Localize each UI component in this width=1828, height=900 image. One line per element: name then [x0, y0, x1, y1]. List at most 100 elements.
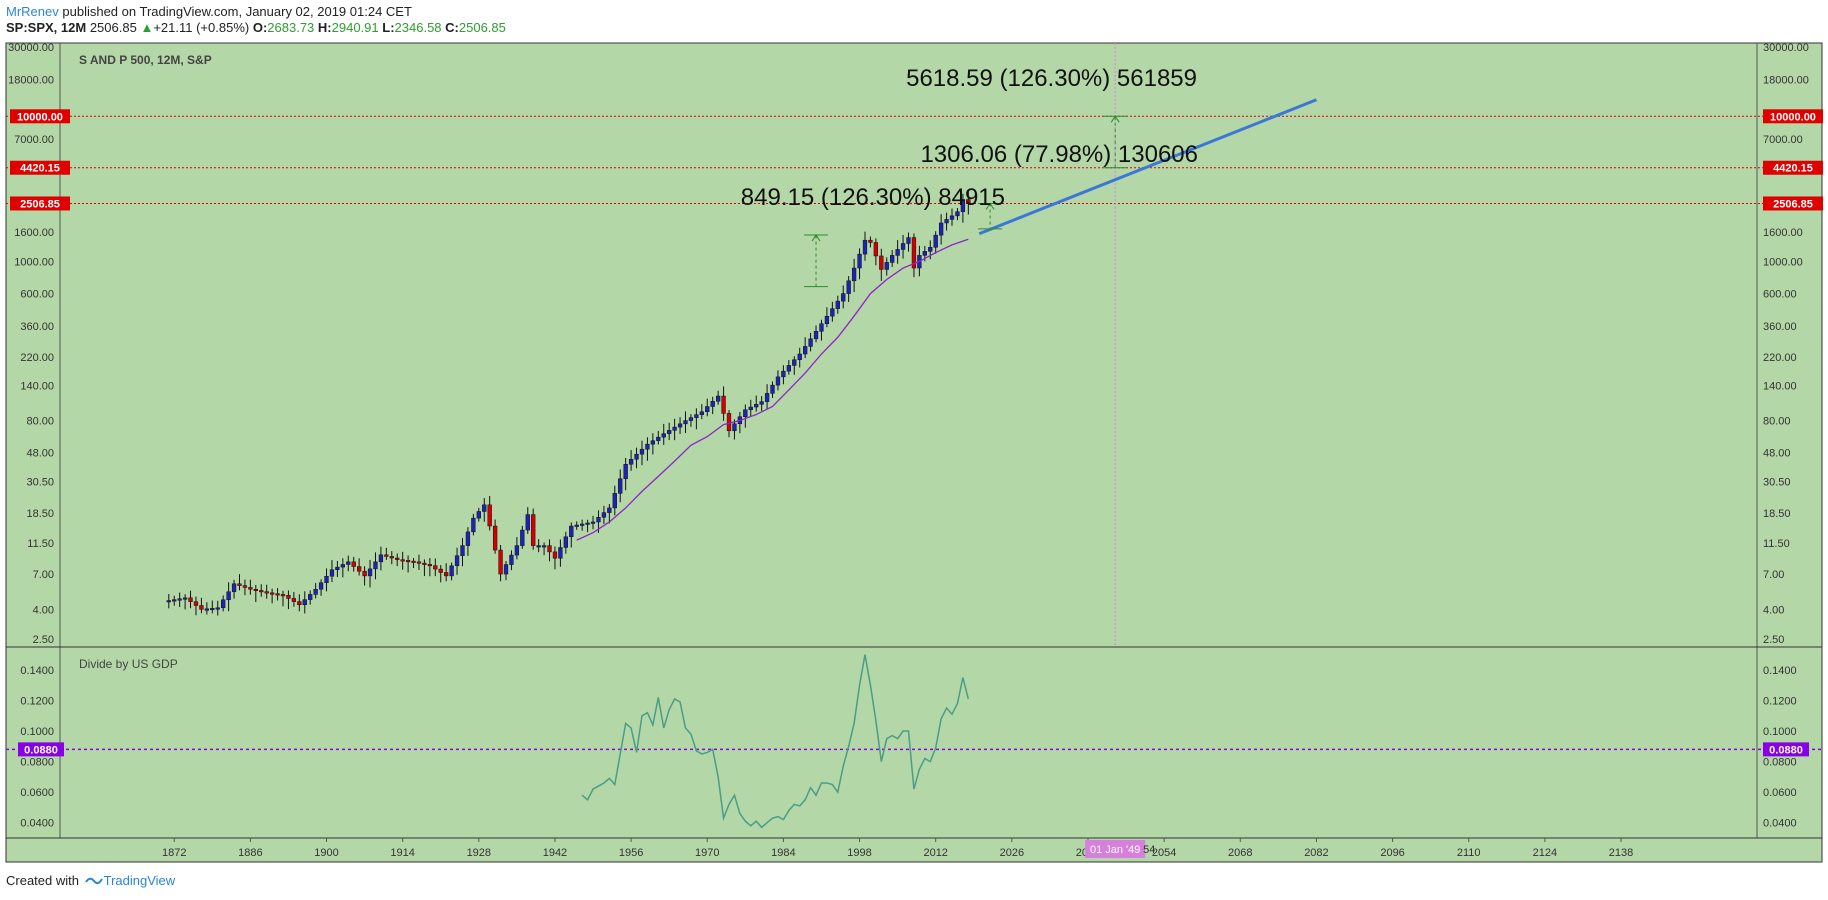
candle [302, 599, 307, 606]
gdp-tick-label-right: 0.1200 [1763, 695, 1797, 707]
candle [574, 524, 579, 527]
candle [177, 598, 182, 601]
candle [862, 239, 868, 255]
candle [781, 370, 786, 378]
candle [819, 323, 824, 332]
candle [677, 423, 683, 428]
high-label: H: [317, 20, 332, 35]
candle [618, 478, 623, 494]
y-tick-label-left: 4.00 [33, 604, 54, 616]
candle [422, 562, 427, 565]
candle [199, 605, 204, 610]
candles [166, 191, 971, 616]
close-value: 2506.85 [458, 20, 506, 35]
price-tag-label-right: 2506.85 [1773, 198, 1813, 210]
candle [384, 554, 389, 557]
candle [933, 234, 938, 248]
chart-header: MrRenev published on TradingView.com, Ja… [6, 4, 506, 36]
candle [851, 267, 857, 282]
y-tick-label-left: 80.00 [26, 416, 54, 428]
gdp-level-label-right: 0.0880 [1769, 744, 1803, 756]
candle [754, 404, 759, 408]
candle [841, 293, 846, 302]
candle [318, 582, 324, 590]
y-tick-label-left: 2.50 [33, 634, 54, 646]
candle [797, 353, 802, 360]
tradingview-link[interactable]: TradingView [103, 873, 176, 888]
candle [585, 522, 590, 525]
measurement-label: 5618.59 (126.30%) 561859 [906, 65, 1197, 92]
candle [639, 448, 645, 455]
x-tick-label: 1900 [314, 847, 338, 859]
gdp-tick-label-left: 0.0800 [20, 757, 54, 769]
candle [509, 554, 514, 565]
candle [966, 199, 971, 204]
symbol-label: SP:SPX, 12M [6, 20, 87, 35]
candle [498, 549, 503, 575]
low-label: L: [382, 20, 395, 35]
y-tick-label-left: 1000.00 [14, 256, 54, 268]
candle [906, 237, 911, 244]
moving-average-line [576, 238, 969, 541]
open-value: 2683.73 [267, 20, 315, 35]
x-tick-label: 1886 [238, 847, 262, 859]
y-tick-label-right: 11.50 [1763, 538, 1790, 550]
gdp-tick-label-right: 0.1000 [1763, 726, 1797, 738]
open-label: O: [252, 20, 268, 35]
candle [721, 395, 726, 414]
candle [612, 493, 617, 509]
y-tick-label-left: 7000.00 [14, 134, 54, 146]
candle [210, 608, 215, 611]
price-tag-right [1763, 160, 1823, 175]
candle [764, 393, 770, 402]
measurement-label: 1306.06 (77.98%) 130606 [920, 141, 1198, 168]
candle [922, 251, 927, 256]
gdp-level-tag-right [1763, 742, 1809, 757]
y-tick-label-left: 30.50 [26, 476, 54, 488]
author-link[interactable]: MrRenev [6, 4, 59, 19]
x-tick-label: 2054 [1152, 847, 1176, 859]
y-tick-label-right: 1600.00 [1763, 227, 1803, 239]
candle [911, 237, 917, 269]
x-tick-label: 2110 [1457, 847, 1481, 859]
candle [835, 300, 840, 309]
candle [172, 599, 177, 602]
candle [460, 545, 465, 556]
measurement-label: 849.15 (126.30%) 84915 [741, 184, 1005, 211]
candle [389, 556, 394, 559]
high-value: 2940.91 [331, 20, 379, 35]
candle [351, 561, 356, 567]
y-tick-label-left: 7.00 [33, 569, 54, 581]
y-tick-label-right: 1000.00 [1763, 256, 1803, 268]
gdp-tick-label-left: 0.0600 [20, 787, 54, 799]
candle [182, 597, 188, 600]
y-tick-label-right: 18000.00 [1763, 74, 1809, 86]
candle [525, 514, 530, 531]
candle [623, 463, 628, 480]
candle [601, 512, 607, 518]
candle [253, 589, 258, 592]
candle [427, 564, 433, 567]
candle [759, 401, 764, 405]
candle [683, 420, 688, 425]
candle [465, 531, 471, 546]
y-tick-label-right: 30000.00 [1763, 42, 1809, 54]
y-tick-label-left: 18000.00 [8, 74, 54, 86]
y-tick-label-left: 11.50 [27, 538, 54, 550]
candle [672, 426, 677, 431]
gdp-level-tag-left [18, 742, 64, 757]
candle [454, 555, 460, 567]
candle [335, 566, 340, 570]
candle [291, 598, 297, 602]
candle [188, 597, 193, 602]
x-tick-label: 2026 [1000, 847, 1024, 859]
y-tick-label-right: 18.50 [1763, 508, 1791, 520]
main-pane-title: S AND P 500, 12M, S&P [79, 53, 212, 67]
y-tick-label-right: 220.00 [1763, 352, 1797, 364]
candle [416, 561, 422, 564]
candle [438, 568, 443, 573]
candle [433, 565, 438, 570]
candle [204, 608, 210, 611]
measure-arrow-icon [1110, 115, 1120, 123]
